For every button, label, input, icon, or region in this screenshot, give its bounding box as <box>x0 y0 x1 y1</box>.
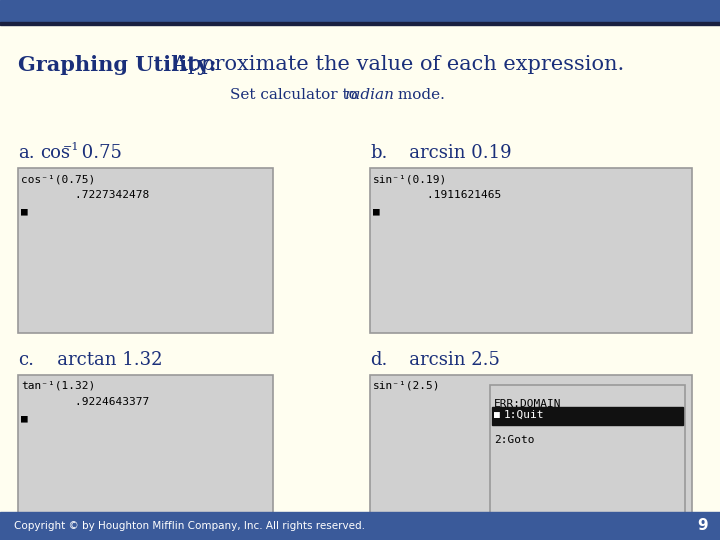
Bar <box>492 407 683 425</box>
Text: ■: ■ <box>494 410 500 420</box>
Text: radian: radian <box>345 88 395 102</box>
Text: arcsin 2.5: arcsin 2.5 <box>392 351 500 369</box>
Text: cos⁻¹(0.75): cos⁻¹(0.75) <box>21 174 95 184</box>
Text: 0.75: 0.75 <box>76 144 122 162</box>
Bar <box>0 0 720 22</box>
Bar <box>18 375 273 540</box>
Text: arctan 1.32: arctan 1.32 <box>40 351 163 369</box>
Bar <box>370 168 692 333</box>
Text: 1:Quit: 1:Quit <box>504 410 544 420</box>
Text: Graphing Utility:: Graphing Utility: <box>18 55 217 75</box>
Text: mode.: mode. <box>393 88 445 102</box>
Text: Set calculator to: Set calculator to <box>230 88 363 102</box>
Text: .1911621465: .1911621465 <box>373 190 501 200</box>
Bar <box>370 375 692 540</box>
Text: Copyright © by Houghton Mifflin Company, Inc. All rights reserved.: Copyright © by Houghton Mifflin Company,… <box>14 521 365 531</box>
Text: a.: a. <box>18 144 35 162</box>
Text: cos: cos <box>40 144 70 162</box>
Text: .7227342478: .7227342478 <box>21 190 149 200</box>
Text: b.: b. <box>370 144 387 162</box>
Text: arcsin 0.19: arcsin 0.19 <box>392 144 512 162</box>
Text: sin⁻¹(2.5): sin⁻¹(2.5) <box>373 381 441 391</box>
Text: sin⁻¹(0.19): sin⁻¹(0.19) <box>373 174 447 184</box>
Text: ■: ■ <box>21 413 28 423</box>
Text: ERR:DOMAIN: ERR:DOMAIN <box>494 399 562 409</box>
Bar <box>0 512 720 540</box>
Text: −1: −1 <box>63 142 79 152</box>
Bar <box>490 385 685 533</box>
Text: .9224643377: .9224643377 <box>21 397 149 407</box>
Text: c.: c. <box>18 351 34 369</box>
Text: ■: ■ <box>21 206 28 216</box>
Text: Approximate the value of each expression.: Approximate the value of each expression… <box>166 56 624 75</box>
Bar <box>18 168 273 333</box>
Bar <box>0 22 720 25</box>
Text: 9: 9 <box>698 518 708 534</box>
Text: 2:Goto: 2:Goto <box>494 435 534 445</box>
Text: ■: ■ <box>373 206 379 216</box>
Text: d.: d. <box>370 351 387 369</box>
Text: tan⁻¹(1.32): tan⁻¹(1.32) <box>21 381 95 391</box>
